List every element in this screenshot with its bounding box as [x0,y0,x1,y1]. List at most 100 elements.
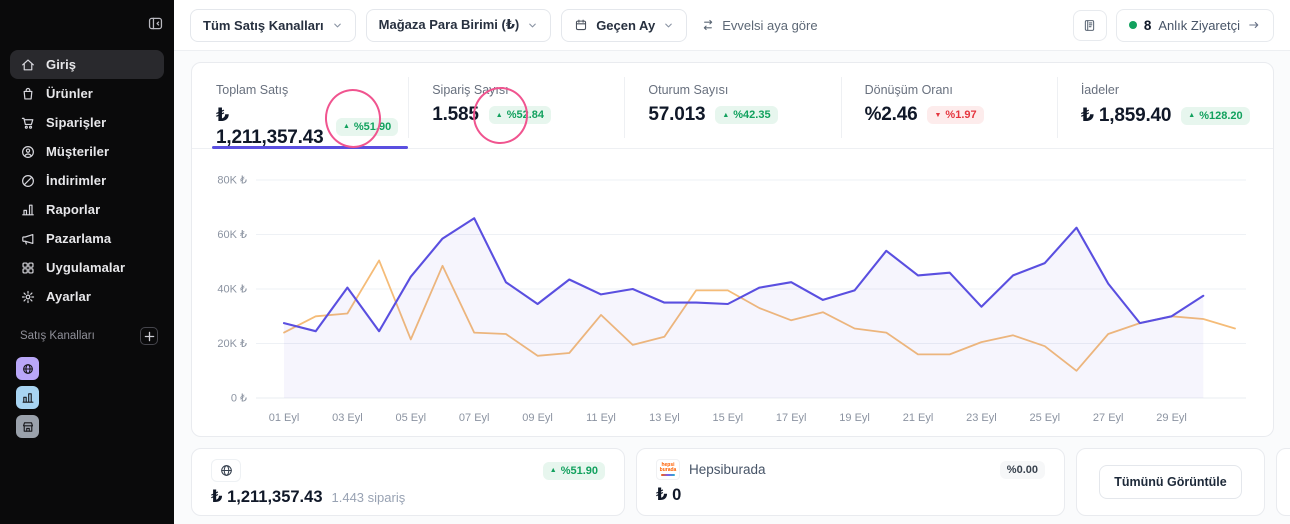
svg-text:25 Eyl: 25 Eyl [1030,412,1061,424]
trend-down-icon: ▼ [934,111,942,119]
globe-icon [21,362,35,376]
filter-label: Tüm Satış Kanalları [203,17,324,33]
sidebar-item-label: Ürünler [46,86,93,101]
customer-icon [20,144,36,160]
stat-value: 1.585 [432,104,479,125]
channel-name: Hepsiburada [689,462,766,477]
delta-badge: ▲ %52.84 [488,106,551,124]
discount-icon [20,173,36,189]
sidebar-nav: Giriş Ürünler Siparişler Müşteriler İndi… [0,46,174,311]
sidebar-item-giris[interactable]: Giriş [10,50,164,79]
channel-order-count: 1.443 sipariş [331,490,406,505]
stat-value: %2.46 [864,104,918,125]
svg-text:60K ₺: 60K ₺ [217,229,247,241]
svg-text:21 Eyl: 21 Eyl [903,412,934,424]
channel-online-store[interactable] [16,357,39,380]
channel-physical-store[interactable] [16,415,39,438]
sidebar-item-siparisler[interactable]: Siparişler [10,108,164,137]
sales-channel-filter[interactable]: Tüm Satış Kanalları [190,8,356,42]
trend-up-icon: ▲ [495,111,503,119]
chart-canvas: 0 ₺ 20K ₺ 40K ₺ 60K ₺ 80K ₺ 01 Eyl 03 Eyl 05 Ey… [217,175,1246,424]
sidebar-item-label: İndirimler [46,173,107,188]
sidebar-item-pazarlama[interactable]: Pazarlama [10,224,164,253]
content: Toplam Satış ₺ 1,211,357.43 ▲ %51.90 Sipa… [174,51,1290,516]
svg-text:11 Eyl: 11 Eyl [586,412,616,424]
svg-text:15 Eyl: 15 Eyl [713,412,744,424]
chevron-down-icon [527,20,538,31]
sidebar-item-label: Uygulamalar [46,260,126,275]
channel-sales-value: ₺ 1,211,357.43 [211,488,323,506]
stat-conversion-rate[interactable]: Dönüşüm Oranı %2.46 ▼ %1.97 [840,63,1057,148]
sales-line-chart[interactable]: 0 ₺ 20K ₺ 40K ₺ 60K ₺ 80K ₺ 01 Eyl 03 Eyl 05 Ey… [192,149,1273,436]
stat-session-count[interactable]: Oturum Sayısı 57.013 ▲ %42.35 [624,63,840,148]
sidebar: Giriş Ürünler Siparişler Müşteriler İndi… [0,0,174,524]
view-all-card: Tümünü Görüntüle [1076,448,1265,516]
svg-text:29 Eyl: 29 Eyl [1156,412,1187,424]
trend-up-icon: ▲ [342,123,350,130]
delta-badge: ▼ %1.97 [927,106,984,124]
stat-label: İadeler [1080,83,1120,97]
sidebar-item-musteriler[interactable]: Müşteriler [10,137,164,166]
topbar: Tüm Satış Kanalları Mağaza Para Birimi (… [174,0,1290,51]
stat-label: Oturum Sayısı [648,83,729,97]
swap-icon [701,18,715,32]
stat-value: ₺ 1,859.40 [1080,105,1172,126]
stat-total-sales[interactable]: Toplam Satış ₺ 1,211,357.43 ▲ %51.90 [192,63,409,149]
compare-label: Evvelsi aya göre [722,17,818,33]
panel-collapse-icon [147,15,164,32]
stat-order-count[interactable]: Sipariş Sayısı 1.585 ▲ %52.84 [408,63,624,148]
svg-text:01 Eyl: 01 Eyl [269,412,300,424]
trend-up-icon: ▲ [1188,112,1196,119]
stat-refunds[interactable]: İadeler ₺ 1,859.40 ▲ %128.20 [1056,63,1273,148]
svg-text:03 Eyl: 03 Eyl [332,412,363,424]
channel-summary-row: ▲ %51.90 ₺ 1,211,357.43 1.443 sipariş hep… [191,448,1290,516]
sidebar-item-label: Raporlar [46,202,101,217]
svg-text:27 Eyl: 27 Eyl [1093,412,1124,424]
channel-card-hepsiburada[interactable]: hepsi burada Hepsiburada %0.00 ₺ 0 [636,448,1065,516]
trend-up-icon: ▲ [722,111,730,119]
sidebar-collapse-button[interactable] [145,13,165,33]
changelog-button[interactable] [1072,9,1107,41]
svg-text:19 Eyl: 19 Eyl [839,412,870,424]
delta-badge: ▲ %42.35 [715,106,778,124]
sidebar-item-uygulamalar[interactable]: Uygulamalar [10,253,164,282]
add-channel-button[interactable] [140,327,158,345]
sales-channels-heading: Satış Kanalları [20,330,95,342]
sidebar-item-label: Pazarlama [46,231,112,246]
trend-up-icon: ▲ [549,467,557,474]
sidebar-item-label: Siparişler [46,115,107,130]
svg-text:17 Eyl: 17 Eyl [776,412,807,424]
live-visitors-pill[interactable]: 8 Anlık Ziyaretçi [1115,8,1274,42]
compare-period-control[interactable]: Evvelsi aya göre [701,17,818,33]
delta-badge: ▲ %51.90 [335,117,399,136]
currency-filter[interactable]: Mağaza Para Birimi (₺) [365,8,552,42]
stats-row: Toplam Satış ₺ 1,211,357.43 ▲ %51.90 Sipa… [192,63,1273,152]
channel-mobile-app[interactable] [16,386,39,409]
view-all-button[interactable]: Tümünü Görüntüle [1099,465,1242,499]
stat-value: 57.013 [648,104,706,125]
analytics-panel: Toplam Satış ₺ 1,211,357.43 ▲ %51.90 Sipa… [191,62,1274,437]
sidebar-item-raporlar[interactable]: Raporlar [10,195,164,224]
delta-badge: ▲ %51.90 [542,461,605,480]
cart-icon [20,115,36,131]
sidebar-item-indirimler[interactable]: İndirimler [10,166,164,195]
channel-card-online-store[interactable]: ▲ %51.90 ₺ 1,211,357.43 1.443 sipariş [191,448,625,516]
megaphone-icon [20,231,36,247]
sales-channels-section: Satış Kanalları [20,327,158,345]
next-channel-card-peek[interactable] [1276,448,1290,516]
sidebar-item-ayarlar[interactable]: Ayarlar [10,282,164,311]
visitor-label: Anlık Ziyaretçi [1158,17,1240,33]
apps-grid-icon [20,260,36,276]
sidebar-item-urunler[interactable]: Ürünler [10,79,164,108]
live-status-dot [1128,21,1137,29]
filter-label: Geçen Ay [596,17,656,33]
svg-text:80K ₺: 80K ₺ [217,175,247,187]
svg-text:0 ₺: 0 ₺ [231,393,247,405]
bar-chart-icon [20,202,36,218]
home-icon [20,57,36,73]
date-range-filter[interactable]: Geçen Ay [561,8,688,42]
arrow-right-icon [1247,18,1261,32]
globe-icon [211,459,241,482]
svg-text:40K ₺: 40K ₺ [217,284,247,296]
